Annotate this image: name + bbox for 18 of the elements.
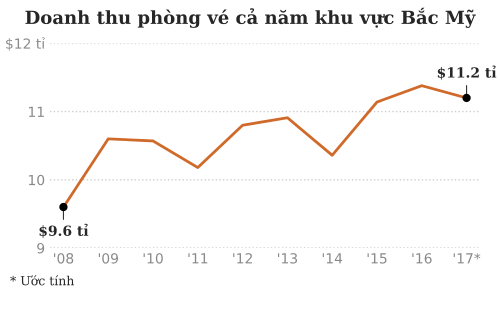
y-tick-label: 10 (28, 174, 44, 186)
x-tick-label: '08 (54, 253, 74, 264)
x-tick-label: '11 (188, 253, 208, 264)
x-tick-label: '14 (322, 253, 342, 264)
x-tick-label: '10 (144, 253, 163, 264)
y-tick-label: $12 tỉ (6, 37, 45, 51)
x-tick-label: '15 (368, 253, 387, 264)
annotation: $9.6 tỉ (39, 224, 88, 238)
annotation: $11.2 tỉ (438, 66, 496, 80)
x-tick-label: '09 (98, 253, 118, 264)
chart-title: Doanh thu phòng vé cả năm khu vực Bắc Mỹ (25, 8, 476, 28)
text: * Ước tính (10, 275, 74, 286)
y-tick-label: 11 (28, 106, 44, 117)
x-tick-label: '16 (412, 253, 432, 264)
x-tick-label: '12 (233, 253, 252, 264)
x-tick-label: '13 (278, 253, 298, 264)
y-tick-label: 9 (37, 242, 44, 254)
x-tick-label: '17* (454, 253, 480, 264)
